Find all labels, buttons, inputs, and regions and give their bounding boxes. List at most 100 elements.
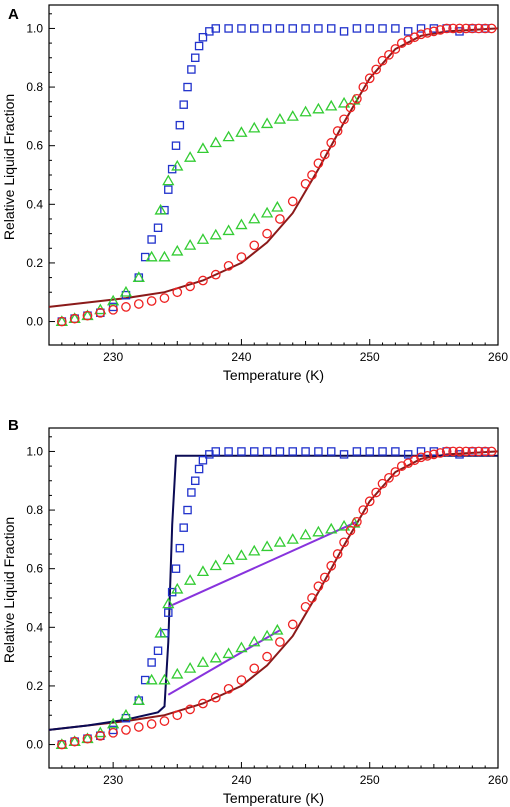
- square-marker: [391, 24, 400, 33]
- triangle-marker: [273, 113, 287, 124]
- triangle-marker: [273, 536, 287, 547]
- triangle-marker: [348, 93, 361, 105]
- triangle-marker: [235, 641, 248, 653]
- x-tick-label: 240: [231, 350, 251, 364]
- square-marker: [164, 608, 173, 617]
- circle-marker: [422, 450, 433, 461]
- circle-marker: [377, 55, 388, 66]
- square-marker: [314, 24, 323, 33]
- circle-marker: [473, 446, 484, 457]
- x-tick-label: 230: [103, 350, 123, 364]
- circle-marker: [108, 727, 118, 738]
- triangle-marker: [209, 651, 222, 663]
- triangle-marker: [209, 228, 222, 240]
- square-marker: [391, 447, 400, 456]
- square-marker: [326, 24, 336, 33]
- circle-marker: [319, 572, 330, 583]
- circle-marker: [454, 446, 465, 457]
- circle-marker: [95, 307, 106, 318]
- triangle-marker: [235, 126, 248, 137]
- circle-marker: [210, 269, 221, 280]
- y-tick-label: 0.0: [26, 315, 43, 329]
- circle-marker: [108, 304, 118, 315]
- triangle-marker: [158, 250, 171, 262]
- square-marker: [378, 447, 387, 456]
- triangle-marker: [312, 102, 325, 114]
- square-marker: [416, 447, 426, 456]
- circle-marker: [339, 114, 349, 125]
- x-tick-label: 260: [488, 350, 508, 364]
- square-marker: [153, 646, 163, 656]
- circle-marker: [133, 299, 144, 309]
- square-marker: [365, 24, 374, 33]
- y-tick-label: 0.4: [26, 620, 43, 634]
- circle-marker: [467, 446, 478, 457]
- circle-marker: [480, 23, 491, 34]
- circle-marker: [121, 725, 131, 735]
- circle-marker: [384, 472, 394, 483]
- square-marker: [179, 100, 188, 109]
- chart-panel-b: 230 240 250 260 0.0 0.2 0.4 0.6 0.8 1.0 Temperatur…: [1, 417, 508, 806]
- circle-marker: [409, 455, 420, 466]
- triangle-marker: [132, 694, 145, 705]
- triangle-marker: [183, 151, 197, 162]
- circle-marker: [159, 293, 170, 303]
- x-tick-label: 260: [488, 773, 508, 787]
- triangle-marker: [235, 218, 248, 230]
- triangle-marker: [145, 673, 158, 685]
- panel-label: B: [8, 417, 19, 434]
- triangle-marker: [183, 239, 197, 250]
- triangle-marker: [248, 635, 261, 647]
- y-tick-label: 0.6: [26, 562, 43, 576]
- triangle-marker: [107, 717, 120, 729]
- triangle-marker: [337, 519, 351, 531]
- circle-marker: [313, 581, 324, 592]
- circle-marker: [448, 23, 458, 34]
- square-marker: [365, 447, 374, 456]
- circle-marker: [313, 158, 324, 169]
- y-tick-label: 0.2: [26, 256, 43, 270]
- circle-marker: [326, 560, 337, 571]
- square-marker: [339, 27, 349, 36]
- triangle-marker: [235, 549, 248, 560]
- circle-marker: [172, 710, 183, 721]
- square-marker: [211, 24, 221, 33]
- square-marker: [326, 447, 336, 456]
- triangle-marker: [132, 271, 145, 282]
- triangle-marker: [183, 574, 197, 585]
- circle-marker: [473, 23, 484, 34]
- circle-marker: [409, 32, 420, 43]
- triangle-marker: [271, 200, 284, 212]
- square-marker: [190, 53, 200, 63]
- circle-marker: [300, 601, 311, 612]
- circle-marker: [332, 126, 343, 136]
- circle-marker: [416, 452, 426, 463]
- circle-marker: [82, 733, 93, 744]
- square-marker: [198, 455, 208, 465]
- triangle-marker: [348, 516, 361, 528]
- circle-marker: [249, 240, 260, 251]
- square-marker: [416, 24, 426, 33]
- circle-marker: [480, 446, 491, 457]
- triangle-marker: [154, 626, 167, 638]
- circle-marker: [429, 449, 439, 460]
- triangle-marker: [145, 250, 158, 262]
- square-marker: [301, 447, 310, 456]
- x-tick-label: 250: [360, 773, 380, 787]
- circle-marker: [461, 446, 471, 457]
- triangle-marker: [196, 565, 210, 577]
- x-tick-label: 250: [360, 350, 380, 364]
- circle-marker: [390, 467, 401, 477]
- y-tick-label: 0.8: [26, 503, 43, 517]
- square-marker: [378, 24, 387, 33]
- circle-marker: [121, 302, 131, 312]
- chart-panel-a: 230 240 250 260 0.0 0.2 0.4 0.6 0.8 1.0 Temperatur…: [1, 4, 508, 383]
- circle-marker: [396, 38, 407, 48]
- square-marker: [187, 65, 196, 74]
- circle-marker: [236, 252, 247, 262]
- y-tick-label: 0.2: [26, 679, 43, 693]
- triangle-marker: [171, 244, 184, 256]
- circle-marker: [364, 496, 375, 507]
- triangle-marker: [299, 105, 312, 117]
- circle-marker: [146, 296, 157, 306]
